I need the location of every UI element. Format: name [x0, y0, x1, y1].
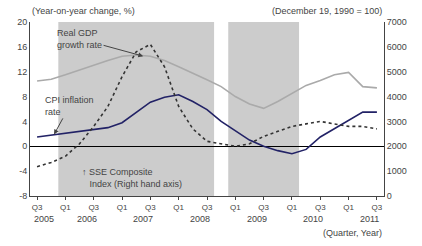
- svg-text:12: 12: [17, 67, 27, 77]
- svg-text:Q3: Q3: [88, 203, 99, 212]
- svg-text:Q1: Q1: [173, 203, 184, 212]
- svg-text:3000: 3000: [387, 117, 407, 127]
- svg-text:Q3: Q3: [372, 203, 383, 212]
- svg-text:4: 4: [22, 117, 27, 127]
- svg-text:(Year-on-year change, %): (Year-on-year change, %): [32, 6, 135, 16]
- svg-text:Q3: Q3: [32, 203, 43, 212]
- svg-text:Q3: Q3: [202, 203, 213, 212]
- svg-text:(Quarter, Year): (Quarter, Year): [323, 228, 382, 238]
- svg-text:20: 20: [17, 17, 27, 27]
- svg-text:6000: 6000: [387, 42, 407, 52]
- svg-text:8: 8: [22, 92, 27, 102]
- svg-text:Q3: Q3: [145, 203, 156, 212]
- svg-text:(December 19, 1990 = 100): (December 19, 1990 = 100): [272, 6, 382, 16]
- svg-text:4000: 4000: [387, 92, 407, 102]
- svg-text:2000: 2000: [387, 141, 407, 151]
- svg-text:16: 16: [17, 42, 27, 52]
- svg-text:5000: 5000: [387, 67, 407, 77]
- svg-text:↑ SSE Composite Index (Right: ↑ SSE Composite Index (Right hand axis): [82, 167, 182, 189]
- svg-text:Q3: Q3: [315, 203, 326, 212]
- svg-text:0: 0: [22, 141, 27, 151]
- svg-text:-4: -4: [19, 166, 27, 176]
- svg-text:7000: 7000: [387, 17, 407, 27]
- svg-text:1000: 1000: [387, 166, 407, 176]
- svg-text:Q1: Q1: [230, 203, 241, 212]
- svg-text:Q3: Q3: [258, 203, 269, 212]
- svg-text:2008: 2008: [190, 214, 210, 224]
- svg-text:Q1: Q1: [117, 203, 128, 212]
- svg-text:Q1: Q1: [287, 203, 298, 212]
- svg-text:CPI inflationrate: CPI inflationrate: [45, 95, 94, 117]
- svg-text:Q1: Q1: [60, 203, 71, 212]
- svg-text:Q1: Q1: [343, 203, 354, 212]
- svg-text:2009: 2009: [247, 214, 267, 224]
- svg-text:2005: 2005: [34, 214, 54, 224]
- svg-text:-8: -8: [19, 191, 27, 201]
- svg-text:2010: 2010: [303, 214, 323, 224]
- svg-text:0: 0: [387, 191, 392, 201]
- svg-text:Real GDPgrowth rate: Real GDPgrowth rate: [57, 28, 102, 50]
- svg-text:2011: 2011: [360, 214, 379, 224]
- svg-text:2007: 2007: [133, 214, 153, 224]
- svg-text:2006: 2006: [77, 214, 97, 224]
